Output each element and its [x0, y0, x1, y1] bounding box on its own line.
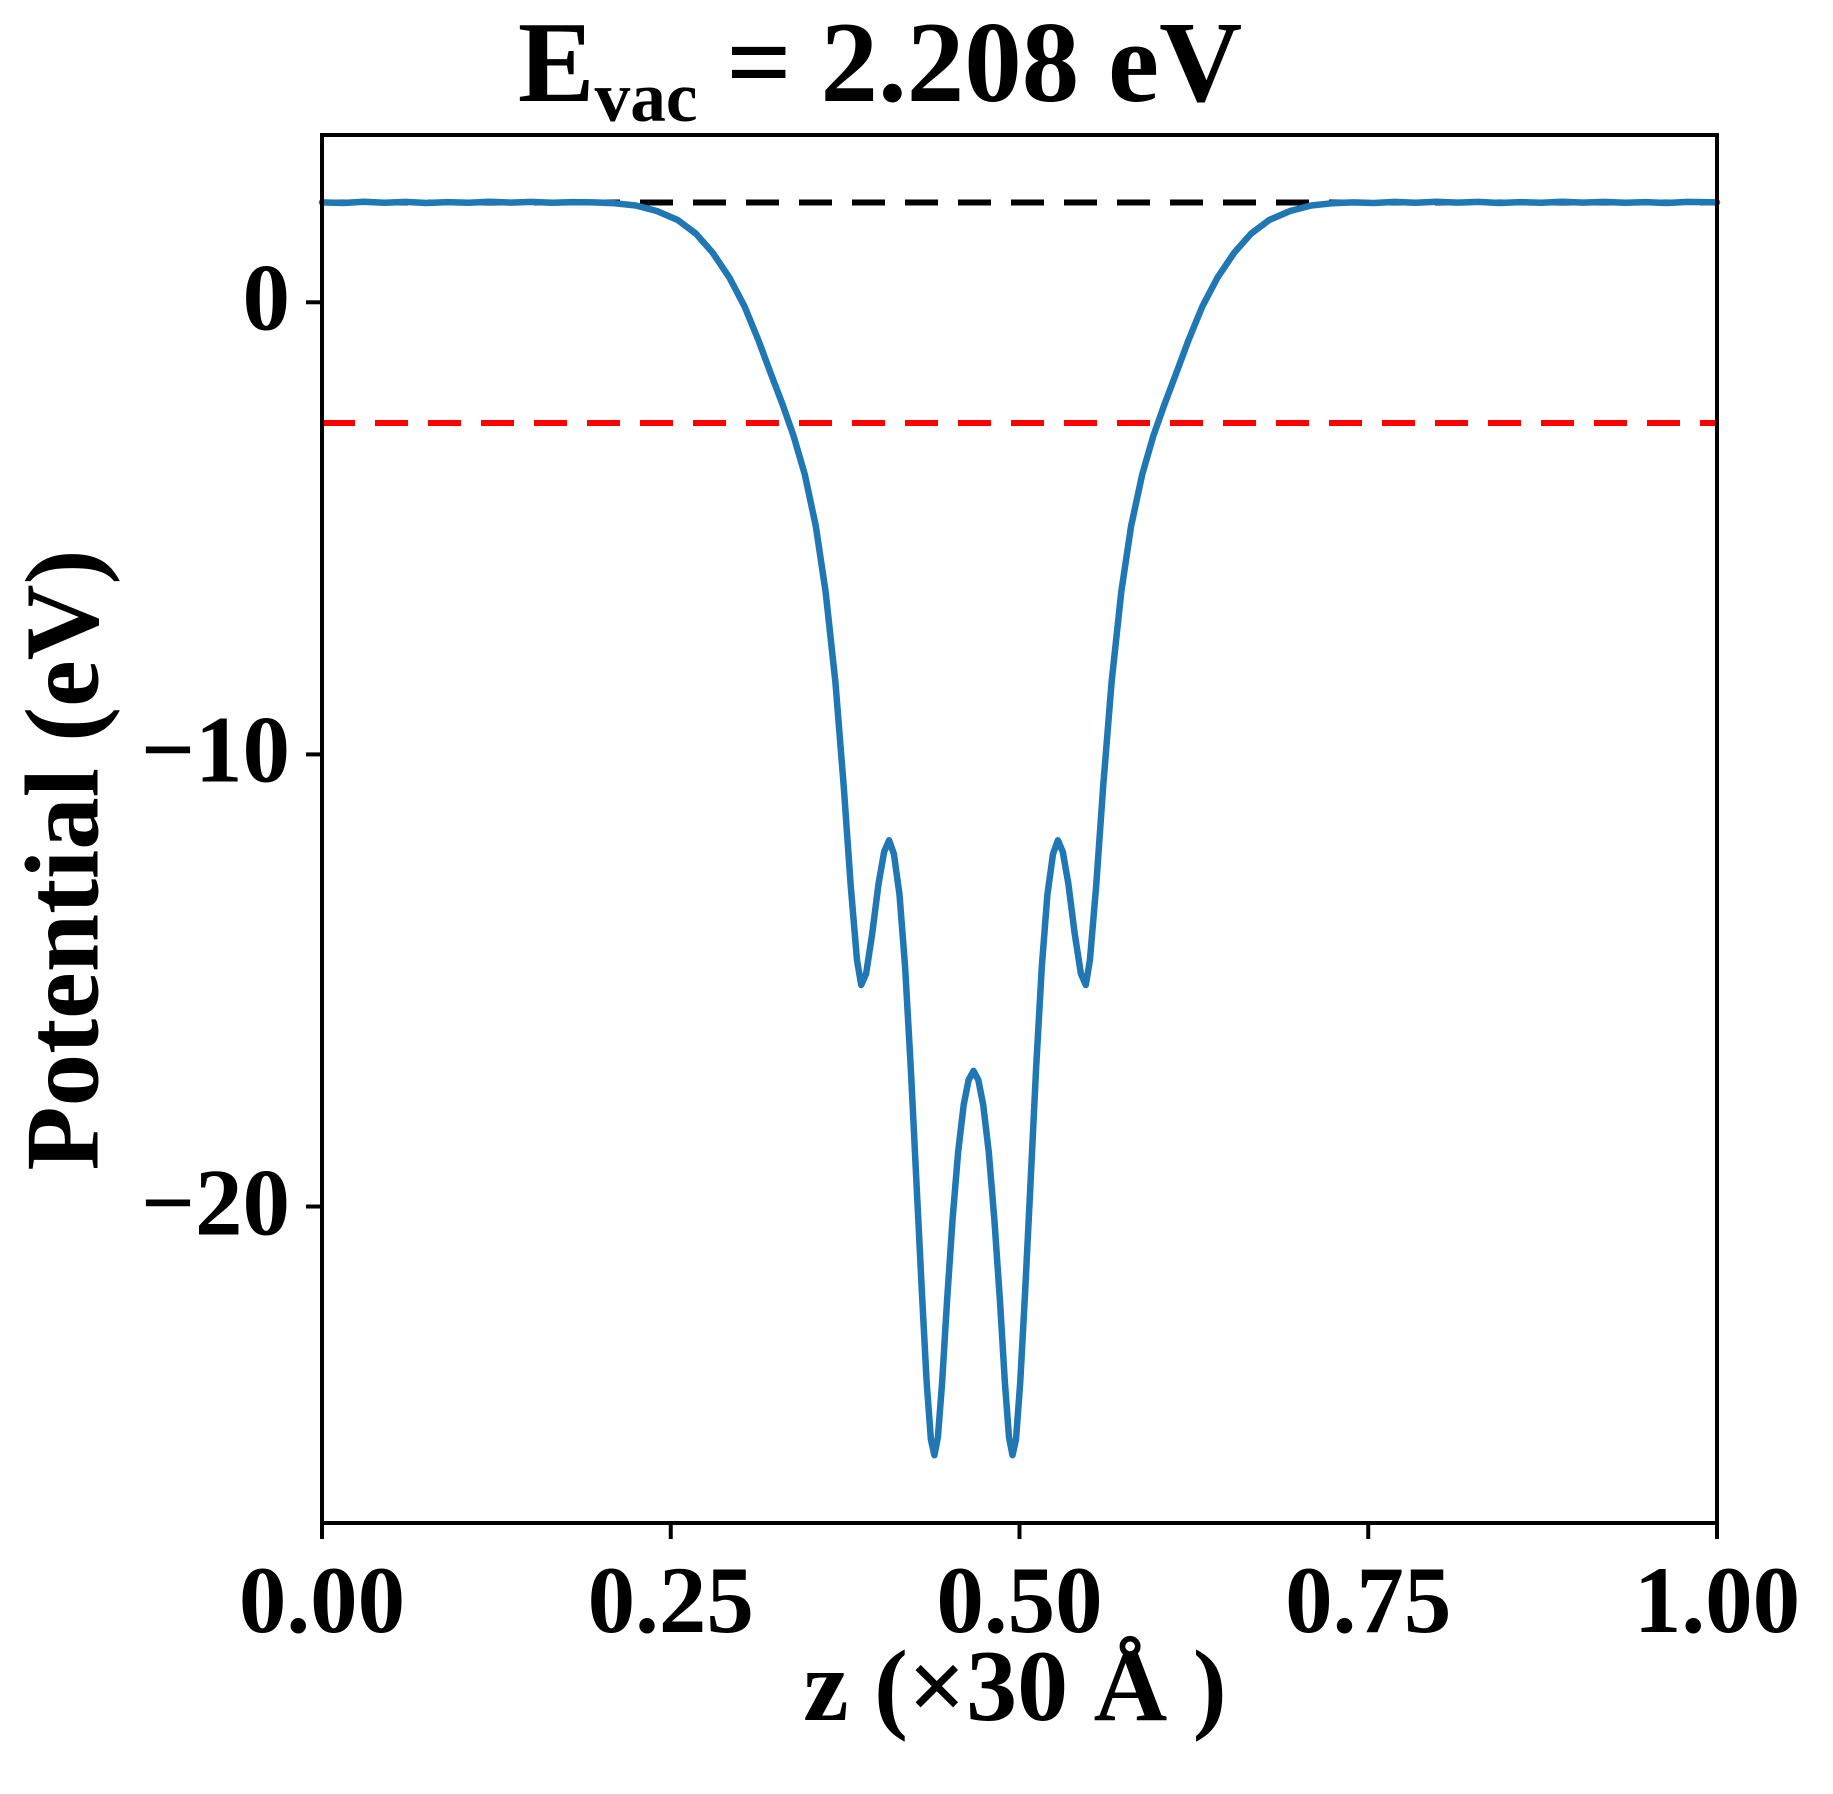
- y-tick-label: −10: [140, 696, 290, 803]
- axis-ticks: [306, 300, 1719, 1539]
- x-tick-label: 0.25: [587, 1547, 754, 1653]
- axes-box: [320, 133, 1719, 1525]
- title-value: = 2.208 eV: [697, 0, 1243, 126]
- x-axis-label: z (×30 Å ): [803, 1630, 1227, 1743]
- title-symbol: E: [517, 0, 595, 126]
- title-subscript: vac: [594, 57, 698, 137]
- y-tick-label: −20: [140, 1149, 290, 1256]
- x-tick-label: 0.50: [936, 1547, 1103, 1653]
- potential-curve: [318, 198, 1721, 1459]
- x-tick-label: 0.75: [1285, 1547, 1452, 1653]
- x-tick-label: 0.00: [238, 1547, 406, 1653]
- chart-title: Evac = 2.208 eV: [518, 0, 1242, 137]
- x-tick-label: 1.00: [1633, 1547, 1801, 1653]
- y-axis-label: Potential (eV): [3, 549, 121, 1171]
- y-tick-label: 0: [242, 244, 291, 351]
